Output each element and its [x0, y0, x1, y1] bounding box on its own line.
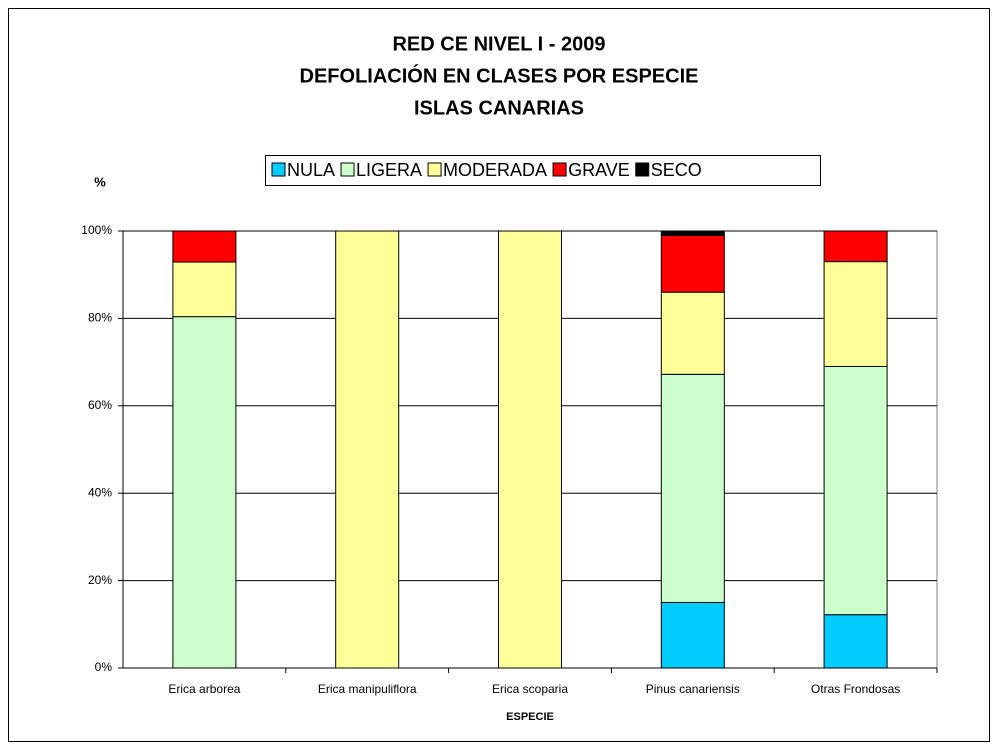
- bar-segment: [660, 291, 725, 375]
- bar-segment: [823, 261, 888, 367]
- legend-label: GRAVE: [568, 160, 630, 180]
- chart-title: ISLAS CANARIAS: [414, 97, 584, 119]
- legend-label: SECO: [651, 160, 702, 180]
- y-tick-label: 0%: [95, 660, 113, 674]
- bar-segment: [498, 230, 562, 669]
- legend-swatch: [635, 162, 650, 177]
- bar-segment: [660, 601, 725, 669]
- bar-segment: [172, 230, 237, 263]
- y-tick-label: 100%: [81, 223, 112, 237]
- bar-segment: [172, 261, 237, 318]
- bar-segment: [823, 365, 888, 616]
- legend-label: LIGERA: [356, 160, 422, 180]
- legend-swatch: [340, 162, 355, 177]
- bar-segment: [172, 316, 237, 669]
- y-axis-label: %: [94, 174, 106, 189]
- legend-label: MODERADA: [443, 160, 547, 180]
- chart-title: RED CE NIVEL I - 2009: [392, 33, 605, 55]
- y-tick-label: 20%: [88, 573, 112, 587]
- bar-segment: [823, 230, 888, 263]
- x-tick-label: Otras Frondosas: [811, 682, 900, 696]
- x-tick-label: Pinus canariensis: [646, 682, 740, 696]
- x-axis-label: ESPECIE: [506, 711, 554, 723]
- bar-segment: [660, 373, 725, 603]
- bar-segment: [660, 230, 725, 236]
- y-tick-label: 40%: [88, 485, 112, 499]
- x-tick-label: Erica scoparia: [492, 682, 568, 696]
- legend-swatch: [427, 162, 442, 177]
- x-tick-label: Erica arborea: [168, 682, 240, 696]
- chart-title: DEFOLIACIÓN EN CLASES POR ESPECIE: [300, 63, 699, 87]
- bar-segment: [660, 234, 725, 293]
- y-tick-label: 60%: [88, 398, 112, 412]
- legend-swatch: [552, 162, 567, 177]
- legend-swatch: [271, 162, 286, 177]
- x-tick-label: Erica manipuliflora: [318, 682, 417, 696]
- bar-segment: [335, 230, 400, 669]
- bar-segment: [823, 614, 888, 669]
- y-tick-label: 80%: [88, 311, 112, 325]
- legend-box: [265, 155, 821, 186]
- legend-label: NULA: [287, 160, 335, 180]
